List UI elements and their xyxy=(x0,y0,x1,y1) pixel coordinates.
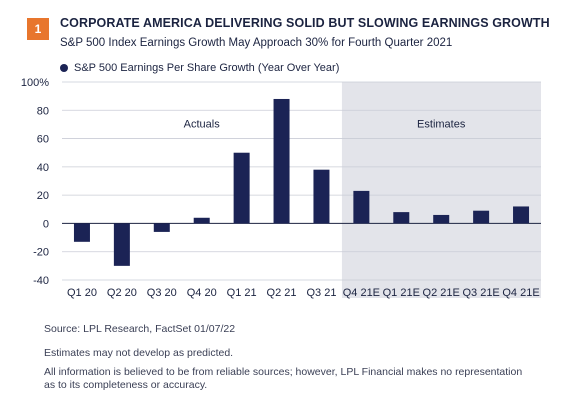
bar xyxy=(273,98,290,224)
bar xyxy=(353,190,370,224)
x-tick-label: Q1 20 xyxy=(67,287,97,299)
x-tick-label: Q2 21 xyxy=(267,287,297,299)
region-label-estimates: Estimates xyxy=(417,118,466,130)
bar xyxy=(513,206,530,224)
x-tick-label: Q3 21 xyxy=(306,287,336,299)
y-tick-label: 0 xyxy=(43,218,49,230)
y-tick-label: 60 xyxy=(37,134,49,146)
bar xyxy=(113,223,130,266)
bar xyxy=(73,223,90,242)
y-tick-label: 40 xyxy=(37,162,49,174)
x-tick-label: Q2 21E xyxy=(423,287,460,299)
bar xyxy=(393,212,410,224)
bar xyxy=(193,217,210,224)
y-tick-label: 20 xyxy=(37,190,49,202)
estimates-shaded-region xyxy=(341,82,541,298)
x-tick-label: Q3 20 xyxy=(147,287,177,299)
y-tick-label: -20 xyxy=(33,247,49,259)
x-tick-label: Q1 21E xyxy=(383,287,420,299)
gridlines xyxy=(62,81,541,281)
x-tick-label: Q4 20 xyxy=(187,287,217,299)
x-tick-label: Q4 21E xyxy=(502,287,539,299)
y-tick-label: -40 xyxy=(33,275,49,287)
y-tick-label: 80 xyxy=(37,105,49,117)
chart-subtitle: S&P 500 Index Earnings Growth May Approa… xyxy=(60,37,453,49)
reliability-disclaimer-line1: All information is believed to be from r… xyxy=(44,366,523,378)
region-label-actuals: Actuals xyxy=(184,118,221,130)
bar xyxy=(233,152,250,224)
figure-number-badge: 1 xyxy=(27,18,49,40)
legend-label: S&P 500 Earnings Per Share Growth (Year … xyxy=(74,62,340,74)
legend-marker xyxy=(60,64,68,72)
chart-title: CORPORATE AMERICA DELIVERING SOLID BUT S… xyxy=(60,16,550,30)
source-note: Source: LPL Research, FactSet 01/07/22 xyxy=(44,323,236,335)
reliability-disclaimer-line2: as to its completeness or accuracy. xyxy=(44,379,208,391)
estimates-disclaimer: Estimates may not develop as predicted. xyxy=(44,347,234,359)
x-tick-label: Q3 21E xyxy=(462,287,499,299)
bars xyxy=(73,98,530,266)
x-tick-label: Q4 21E xyxy=(343,287,380,299)
x-axis-tick-labels: Q1 20 Q2 20 Q3 20 Q4 20 Q1 21 Q2 21 Q3 21 Q4 21… xyxy=(67,287,540,299)
bar xyxy=(313,169,330,224)
chart-legend: S&P 500 Earnings Per Share Growth (Year … xyxy=(60,62,339,74)
x-tick-label: Q1 21 xyxy=(227,287,257,299)
bar xyxy=(433,214,450,224)
bar xyxy=(473,210,490,224)
bar xyxy=(153,223,170,232)
x-tick-label: Q2 20 xyxy=(107,287,137,299)
y-axis-tick-labels: -40 -20 0 20 40 60 80 100% xyxy=(21,77,49,287)
y-tick-label: 100% xyxy=(21,77,49,89)
